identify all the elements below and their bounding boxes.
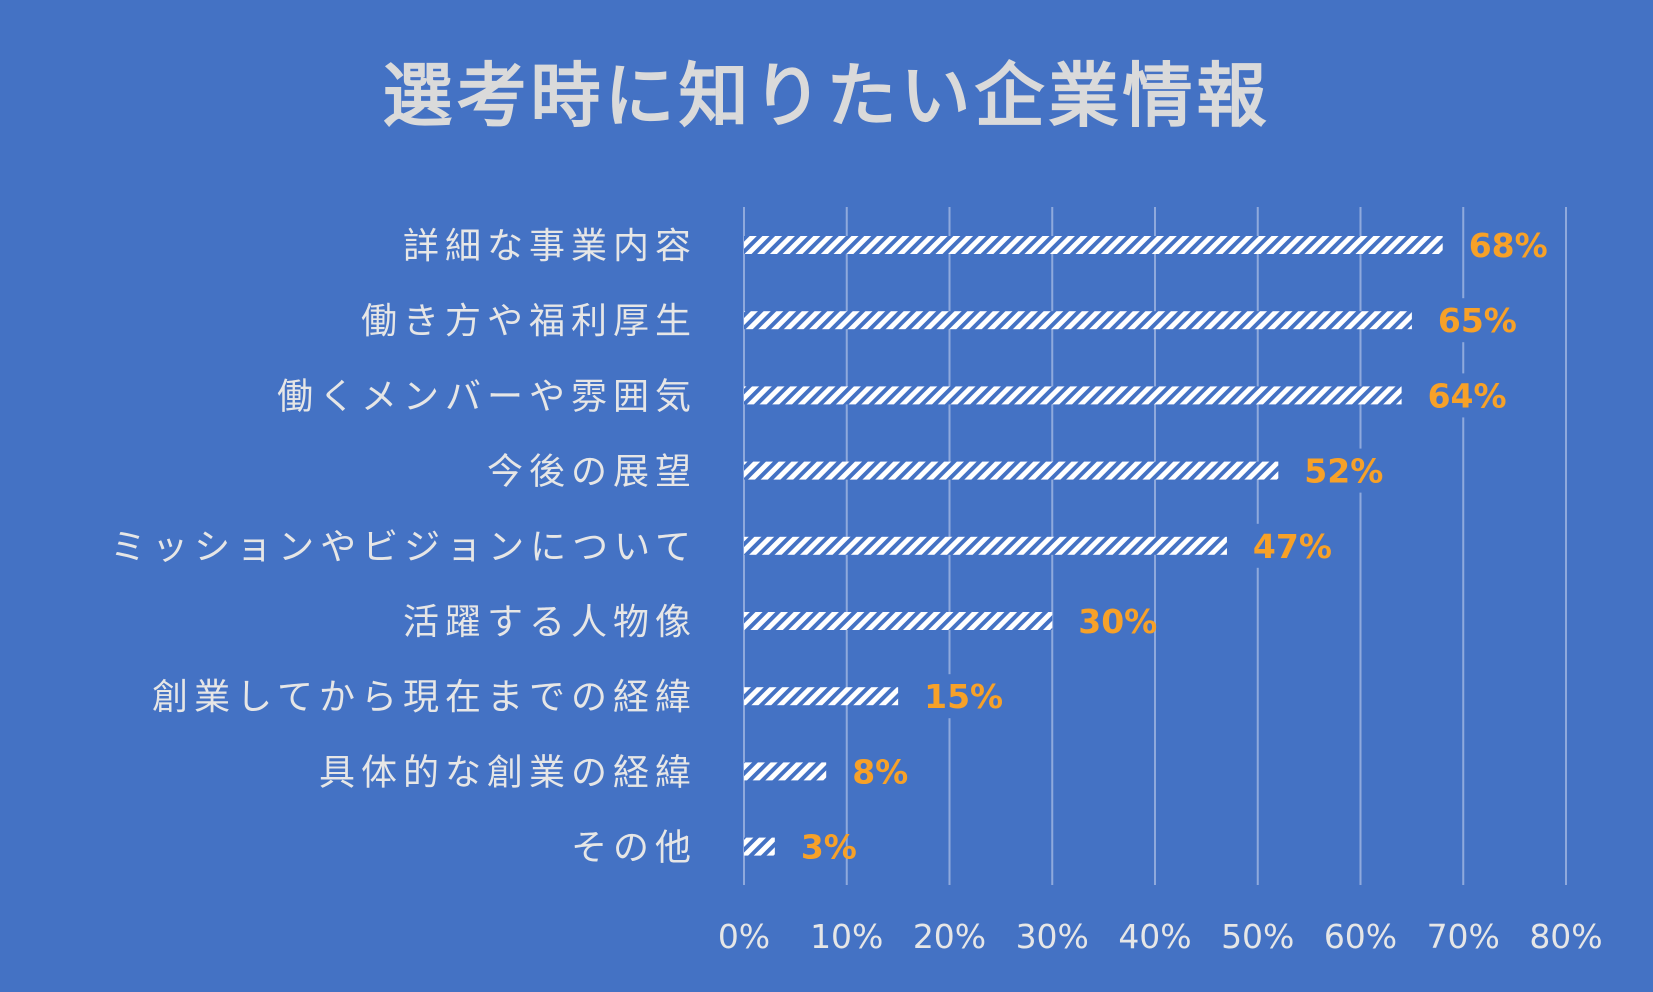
- data-label-background: [1302, 448, 1367, 493]
- x-tick-label: 10%: [810, 917, 883, 956]
- data-label: 52%: [1304, 452, 1383, 491]
- bar: [744, 762, 827, 781]
- x-tick-label: 30%: [1016, 917, 1089, 956]
- bar: [744, 461, 1279, 480]
- x-tick-label: 60%: [1324, 917, 1397, 956]
- data-label-background: [1435, 298, 1500, 343]
- x-tick-label: 70%: [1427, 917, 1500, 956]
- data-label: 65%: [1438, 301, 1517, 340]
- data-label: 68%: [1469, 226, 1548, 265]
- category-label: 働き方や福利厚生: [361, 301, 697, 342]
- data-label-background: [922, 674, 987, 719]
- category-label: 今後の展望: [487, 452, 697, 493]
- data-label: 47%: [1253, 527, 1332, 566]
- x-tick-label: 80%: [1529, 917, 1602, 956]
- x-tick-label: 20%: [913, 917, 986, 956]
- bar: [744, 837, 775, 856]
- category-label: ミッションやビジョンについて: [110, 527, 697, 568]
- category-label: 働くメンバーや雰囲気: [277, 376, 697, 417]
- category-label: 詳細な事業内容: [403, 226, 697, 267]
- x-tick-label: 40%: [1118, 917, 1191, 956]
- category-label: 具体的な創業の経緯: [319, 752, 697, 793]
- data-label-background: [1425, 373, 1490, 418]
- chart-title: 選考時に知りたい企業情報: [382, 55, 1271, 137]
- labels: 0% 10% 20% 30% 40% 50% 60% 70% 80% 詳細な事業内容 68% 働き方や…: [110, 223, 1603, 956]
- x-tick-label: 50%: [1221, 917, 1294, 956]
- category-label: 活躍する人物像: [403, 602, 697, 643]
- data-label: 15%: [924, 677, 1003, 716]
- data-label: 8%: [852, 752, 908, 791]
- bars: [744, 236, 1443, 856]
- bar: [744, 236, 1443, 254]
- bar: [744, 687, 899, 706]
- data-label: 3%: [801, 828, 857, 867]
- bar: [744, 536, 1227, 555]
- category-label: その他: [571, 828, 697, 869]
- bar: [744, 386, 1402, 405]
- data-label: 64%: [1428, 376, 1507, 415]
- data-label-background: [1076, 599, 1141, 643]
- x-tick-label: 0%: [718, 917, 770, 956]
- data-label-background: [798, 824, 843, 869]
- bar: [744, 612, 1053, 630]
- data-label: 30%: [1078, 602, 1157, 641]
- category-label: 創業してから現在までの経緯: [152, 677, 697, 718]
- data-label-background: [1466, 223, 1531, 267]
- bar: [744, 311, 1412, 330]
- data-label-background: [850, 749, 895, 794]
- data-label-background: [1250, 523, 1315, 568]
